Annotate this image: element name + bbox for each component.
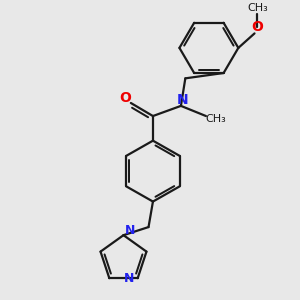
- Text: O: O: [120, 91, 131, 105]
- Text: CH₃: CH₃: [247, 3, 268, 13]
- Text: N: N: [177, 92, 188, 106]
- Text: O: O: [251, 20, 263, 34]
- Text: N: N: [124, 272, 135, 285]
- Text: CH₃: CH₃: [205, 114, 226, 124]
- Text: N: N: [125, 224, 135, 237]
